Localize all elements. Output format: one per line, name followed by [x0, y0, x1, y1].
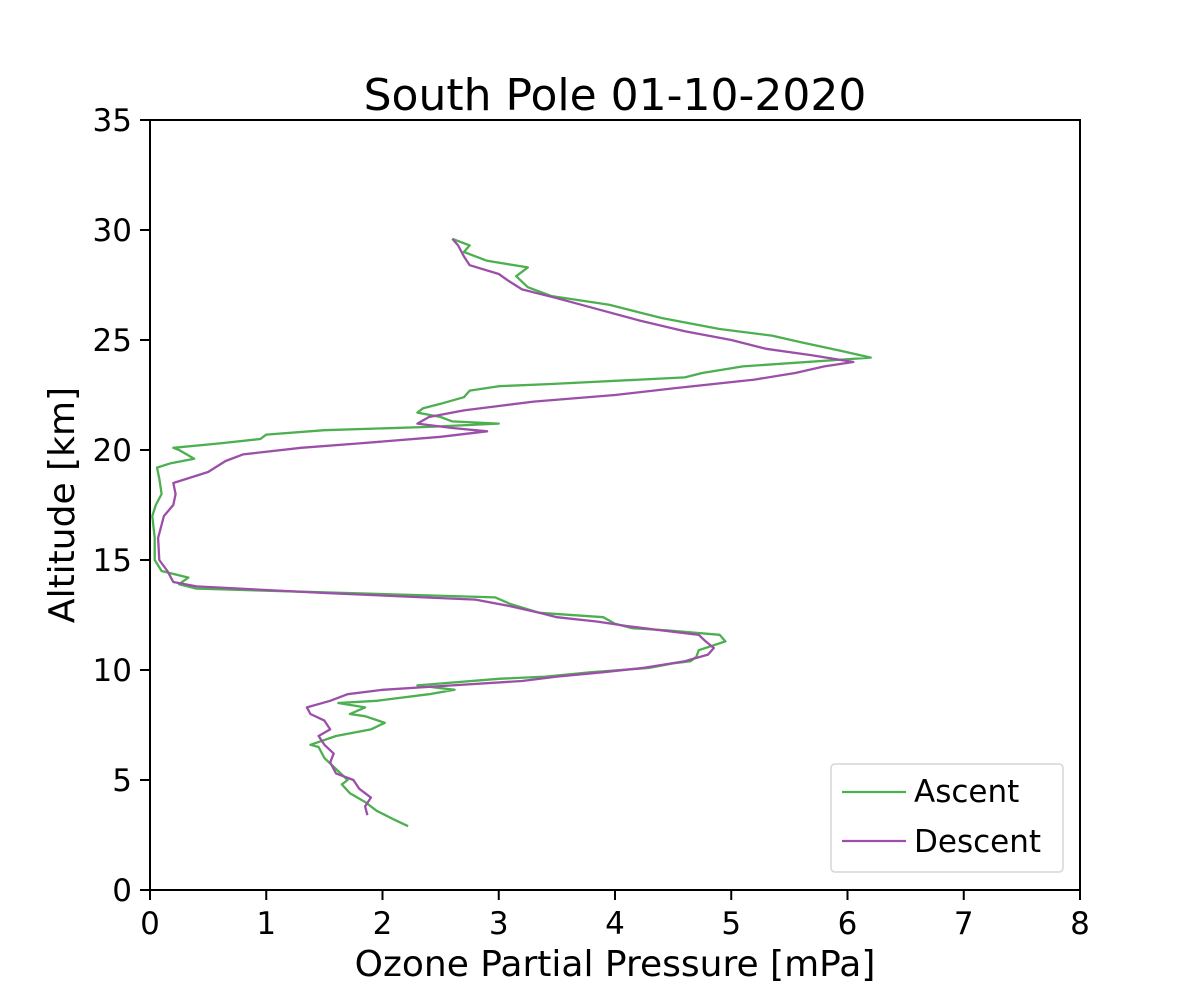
x-tick-label: 2: [373, 906, 393, 942]
x-axis-label: Ozone Partial Pressure [mPa]: [355, 944, 876, 985]
y-tick-label: 25: [93, 323, 132, 359]
legend: Ascent Descent: [830, 763, 1064, 873]
chart-title: South Pole 01-10-2020: [364, 70, 867, 121]
y-tick-label: 30: [93, 213, 132, 249]
y-tick-label: 0: [112, 873, 132, 909]
series-line-descent: [156, 238, 855, 816]
legend-label-descent: Descent: [914, 824, 1041, 860]
x-tick-label: 5: [721, 906, 741, 942]
x-axis-ticks: 0 1 2 3 4 5 6 7 8: [140, 890, 1090, 942]
x-tick-label: 8: [1070, 906, 1090, 942]
x-tick-label: 1: [256, 906, 276, 942]
plot-lines: [151, 237, 872, 828]
x-tick-label: 4: [605, 906, 625, 942]
x-tick-label: 7: [954, 906, 974, 942]
y-axis-label: Altitude [km]: [42, 387, 83, 623]
plot-frame: [149, 119, 1081, 891]
y-tick-label: 15: [93, 543, 132, 579]
x-tick-label: 0: [140, 906, 160, 942]
series-line-ascent: [151, 237, 872, 828]
y-tick-label: 35: [93, 103, 132, 139]
y-axis-ticks: 0 5 10 15 20 25 30 35: [93, 103, 150, 909]
y-tick-label: 10: [93, 653, 132, 689]
y-tick-label: 20: [93, 433, 132, 469]
x-tick-label: 6: [838, 906, 858, 942]
x-tick-label: 3: [489, 906, 509, 942]
legend-label-ascent: Ascent: [914, 774, 1019, 810]
y-tick-label: 5: [112, 763, 132, 799]
